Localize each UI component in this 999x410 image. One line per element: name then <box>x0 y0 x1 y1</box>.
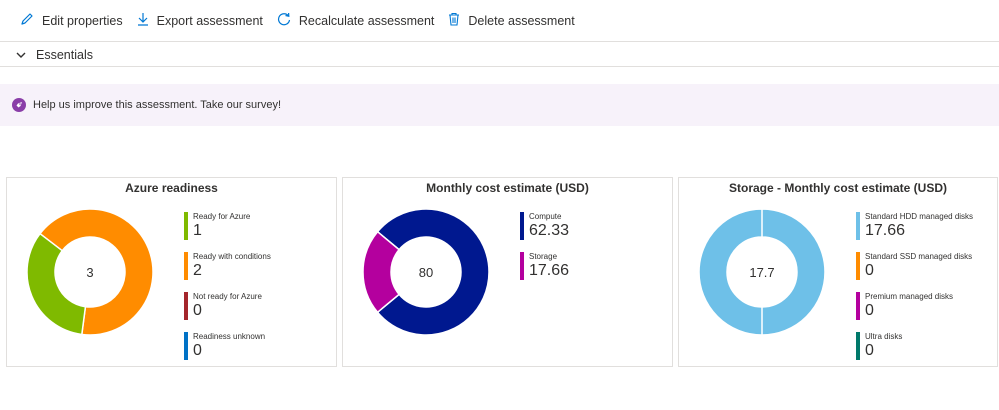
legend-value: 17.66 <box>529 262 570 279</box>
legend-value: 0 <box>865 302 874 319</box>
legend-item-ready-with-conditions: Ready with conditions 2 <box>184 252 271 292</box>
legend-swatch <box>856 292 860 320</box>
legend-swatch <box>184 332 188 360</box>
refresh-icon <box>277 12 299 29</box>
storage-cost-card: Storage - Monthly cost estimate (USD) 17… <box>678 177 998 367</box>
export-assessment-label: Export assessment <box>156 13 263 28</box>
legend-value: 1 <box>193 222 202 239</box>
legend-label: Ready for Azure <box>193 212 251 221</box>
donut-slice-ready-with-conditions[interactable] <box>38 208 154 336</box>
legend-label: Storage <box>529 252 558 261</box>
essentials-toggle[interactable]: Essentials <box>0 43 999 67</box>
rocket-icon <box>12 98 26 112</box>
legend: Standard HDD managed disks 17.66 Standar… <box>856 212 973 372</box>
legend-label: Standard HDD managed disks <box>865 212 974 221</box>
legend-label: Compute <box>529 212 562 221</box>
card-title: Monthly cost estimate (USD) <box>426 181 589 195</box>
legend-swatch <box>856 212 860 240</box>
card-title: Azure readiness <box>125 181 218 195</box>
donut-center-value: 17.7 <box>749 265 774 280</box>
legend-swatch <box>856 252 860 280</box>
delete-assessment-label: Delete assessment <box>468 13 575 28</box>
legend-value: 2 <box>193 262 202 279</box>
donut-slice-compute[interactable] <box>376 208 490 336</box>
legend-item-storage: Storage 17.66 <box>520 252 569 292</box>
legend-label: Ready with conditions <box>193 252 271 261</box>
donut-center-value: 3 <box>86 265 93 280</box>
legend-item-compute: Compute 62.33 <box>520 212 569 252</box>
legend-swatch <box>184 252 188 280</box>
survey-banner[interactable]: Help us improve this assessment. Take ou… <box>0 84 999 126</box>
download-icon <box>137 12 157 29</box>
legend-item-not-ready: Not ready for Azure 0 <box>184 292 271 332</box>
recalculate-assessment-label: Recalculate assessment <box>298 13 435 28</box>
legend-swatch <box>856 332 860 360</box>
legend-label: Readiness unknown <box>193 332 266 341</box>
donut-center-value: 80 <box>419 265 433 280</box>
legend-swatch <box>520 252 524 280</box>
legend: Ready for Azure 1 Ready with conditions … <box>184 212 271 372</box>
edit-properties-button[interactable]: Edit properties <box>20 12 123 29</box>
legend-value: 17.66 <box>865 222 906 239</box>
azure-readiness-card: Azure readiness 3 Ready for Azure 1 Read… <box>6 177 337 367</box>
legend-value: 62.33 <box>529 222 570 239</box>
donut-slice-standard-hdd-managed-disks[interactable] <box>698 208 826 336</box>
command-bar: Edit properties Export assessment Recalc… <box>0 0 999 42</box>
monthly-cost-donut: 80 <box>362 208 490 336</box>
donut-slice-ready-for-azure[interactable] <box>26 232 87 336</box>
legend-item-premium: Premium managed disks 0 <box>856 292 973 332</box>
legend-swatch <box>184 212 188 240</box>
legend-value: 0 <box>193 342 202 359</box>
legend-item-ready: Ready for Azure 1 <box>184 212 271 252</box>
trash-icon <box>448 12 468 29</box>
legend-swatch <box>184 292 188 320</box>
delete-assessment-button[interactable]: Delete assessment <box>448 12 575 29</box>
chevron-down-icon <box>16 48 36 62</box>
legend-value: 0 <box>193 302 202 319</box>
legend-label: Ultra disks <box>865 332 903 341</box>
legend-label: Premium managed disks <box>865 292 954 301</box>
edit-properties-label: Edit properties <box>42 13 123 28</box>
card-title: Storage - Monthly cost estimate (USD) <box>728 181 948 195</box>
survey-banner-text: Help us improve this assessment. Take ou… <box>33 99 282 111</box>
essentials-label: Essentials <box>36 47 93 62</box>
legend-label: Not ready for Azure <box>193 292 262 301</box>
legend-swatch <box>520 212 524 240</box>
legend-label: Standard SSD managed disks <box>865 252 973 261</box>
legend-item-standard-hdd: Standard HDD managed disks 17.66 <box>856 212 973 252</box>
legend-item-readiness-unknown: Readiness unknown 0 <box>184 332 271 372</box>
azure-readiness-donut: 3 <box>26 208 154 336</box>
legend-value: 0 <box>865 262 874 279</box>
legend-item-ultra: Ultra disks 0 <box>856 332 973 372</box>
legend: Compute 62.33 Storage 17.66 <box>520 212 569 292</box>
storage-cost-donut: 17.7 <box>698 208 826 336</box>
legend-item-standard-ssd: Standard SSD managed disks 0 <box>856 252 973 292</box>
recalculate-assessment-button[interactable]: Recalculate assessment <box>277 12 434 29</box>
pencil-icon <box>20 12 42 29</box>
monthly-cost-card: Monthly cost estimate (USD) 80 Compute 6… <box>342 177 673 367</box>
donut-slice-storage[interactable] <box>362 230 401 314</box>
export-assessment-button[interactable]: Export assessment <box>137 12 263 29</box>
legend-value: 0 <box>865 342 874 359</box>
